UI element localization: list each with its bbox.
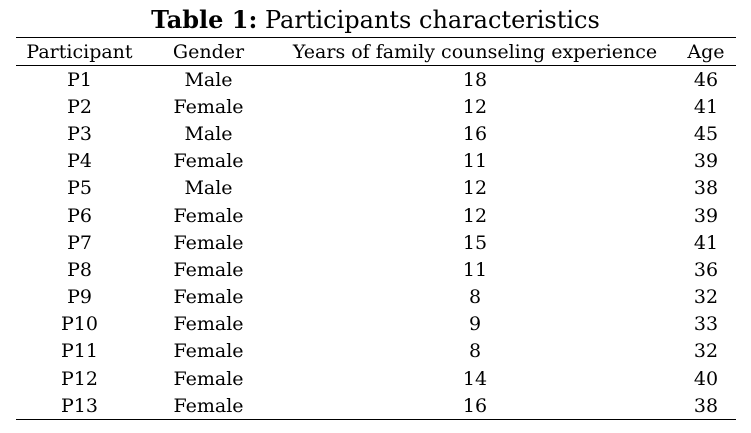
table-row: P9 Female 8 32 bbox=[16, 284, 736, 311]
table-row: P3 Male 16 45 bbox=[16, 120, 736, 147]
cell-age: 39 bbox=[693, 204, 719, 227]
cell-participant: P2 bbox=[67, 95, 92, 118]
header-years-experience: Years of family counseling experience bbox=[292, 40, 658, 63]
table-row: P10 Female 9 33 bbox=[16, 311, 736, 338]
cell-gender: Female bbox=[173, 258, 244, 281]
table-row: P7 Female 15 41 bbox=[16, 229, 736, 256]
cell-age: 33 bbox=[693, 313, 719, 336]
header-row: Participant Gender Years of family couns… bbox=[16, 37, 736, 66]
cell-age: 38 bbox=[693, 394, 719, 417]
cell-gender: Male bbox=[184, 122, 233, 145]
cell-participant: P9 bbox=[67, 286, 92, 309]
header-age: Age bbox=[687, 40, 725, 63]
table-row: P2 Female 12 41 bbox=[16, 93, 736, 120]
cell-age: 32 bbox=[693, 286, 719, 309]
caption-text: Participants characteristics bbox=[257, 6, 600, 34]
cell-gender: Female bbox=[173, 394, 244, 417]
cell-age: 39 bbox=[693, 150, 719, 173]
cell-years: 12 bbox=[462, 204, 488, 227]
cell-age: 32 bbox=[693, 340, 719, 363]
cell-years: 16 bbox=[462, 122, 488, 145]
cell-years: 15 bbox=[462, 231, 488, 254]
participants-table: Participant Gender Years of family couns… bbox=[16, 37, 736, 420]
cell-participant: P13 bbox=[61, 394, 98, 417]
cell-gender: Male bbox=[184, 177, 233, 200]
table-row: P8 Female 11 36 bbox=[16, 256, 736, 283]
cell-participant: P12 bbox=[61, 367, 98, 390]
table-row: P6 Female 12 39 bbox=[16, 202, 736, 229]
cell-years: 11 bbox=[462, 258, 488, 281]
cell-age: 40 bbox=[693, 367, 719, 390]
cell-participant: P5 bbox=[67, 177, 92, 200]
cell-participant: P1 bbox=[67, 68, 92, 91]
cell-years: 11 bbox=[462, 150, 488, 173]
cell-gender: Female bbox=[173, 231, 244, 254]
cell-gender: Female bbox=[173, 95, 244, 118]
cell-participant: P4 bbox=[67, 150, 92, 173]
cell-gender: Female bbox=[173, 204, 244, 227]
cell-years: 9 bbox=[468, 313, 482, 336]
table-row: P1 Male 18 46 bbox=[16, 66, 736, 94]
cell-years: 12 bbox=[462, 177, 488, 200]
header-gender: Gender bbox=[172, 40, 245, 63]
cell-years: 16 bbox=[462, 394, 488, 417]
table-row: P13 Female 16 38 bbox=[16, 392, 736, 420]
cell-participant: P11 bbox=[61, 340, 98, 363]
table-caption: Table 1: Participants characteristics bbox=[0, 5, 751, 35]
cell-age: 41 bbox=[693, 95, 719, 118]
cell-gender: Female bbox=[173, 313, 244, 336]
cell-gender: Female bbox=[173, 150, 244, 173]
cell-participant: P7 bbox=[67, 231, 92, 254]
cell-years: 8 bbox=[468, 340, 482, 363]
table-row: P5 Male 12 38 bbox=[16, 175, 736, 202]
cell-gender: Female bbox=[173, 286, 244, 309]
cell-age: 38 bbox=[693, 177, 719, 200]
cell-participant: P3 bbox=[67, 122, 92, 145]
caption-label: Table 1: bbox=[151, 5, 258, 34]
cell-age: 36 bbox=[693, 258, 719, 281]
cell-years: 14 bbox=[462, 367, 488, 390]
cell-participant: P6 bbox=[67, 204, 92, 227]
cell-years: 12 bbox=[462, 95, 488, 118]
cell-gender: Female bbox=[173, 340, 244, 363]
cell-years: 8 bbox=[468, 286, 482, 309]
cell-participant: P10 bbox=[61, 313, 98, 336]
table-row: P12 Female 14 40 bbox=[16, 365, 736, 392]
cell-age: 46 bbox=[693, 68, 719, 91]
cell-participant: P8 bbox=[67, 258, 92, 281]
table-row: P4 Female 11 39 bbox=[16, 148, 736, 175]
table-row: P11 Female 8 32 bbox=[16, 338, 736, 365]
cell-age: 45 bbox=[693, 122, 719, 145]
cell-age: 41 bbox=[693, 231, 719, 254]
cell-gender: Female bbox=[173, 367, 244, 390]
cell-years: 18 bbox=[462, 68, 488, 91]
cell-gender: Male bbox=[184, 68, 233, 91]
header-participant: Participant bbox=[26, 40, 133, 63]
